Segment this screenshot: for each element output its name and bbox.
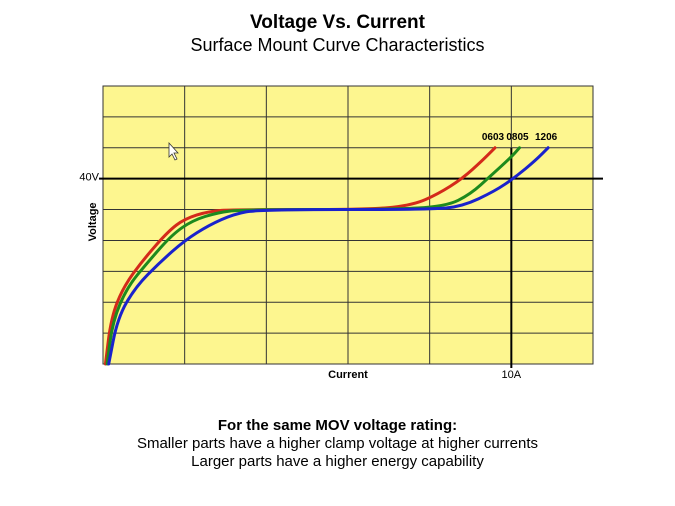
notes-heading: For the same MOV voltage rating:: [217, 417, 458, 434]
ref-label-40v: 40V: [79, 172, 99, 184]
ref-label-10a: 10A: [502, 369, 522, 381]
legend-0805: 0805: [506, 132, 529, 143]
series-lines: [103, 146, 550, 366]
legend-1206: 1206: [535, 132, 558, 143]
series-line-0603: [103, 146, 497, 366]
chart-title: Voltage Vs. Current: [250, 12, 425, 33]
notes-line-2: Larger parts have a higher energy capabi…: [191, 453, 484, 470]
y-axis-label: Voltage: [87, 202, 99, 241]
mouse-cursor-icon: [168, 141, 179, 161]
legend-0603: 0603: [482, 132, 505, 143]
chart-subtitle: Surface Mount Curve Characteristics: [190, 35, 485, 55]
series-line-0805: [105, 146, 521, 366]
notes-line-1: Smaller parts have a higher clamp voltag…: [136, 435, 539, 452]
x-axis-label: Current: [328, 369, 368, 381]
reference-lines: [99, 148, 603, 368]
notes: For the same MOV voltage rating: Smaller…: [0, 417, 675, 471]
series-line-1206: [107, 146, 550, 366]
